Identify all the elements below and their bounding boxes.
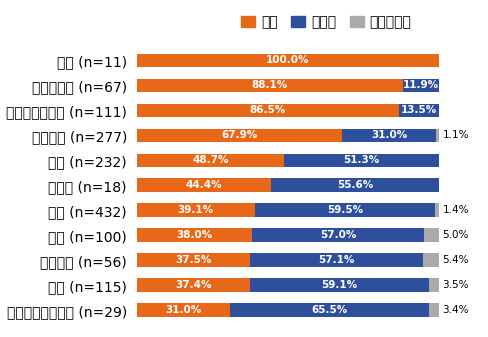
Text: 3.5%: 3.5% — [443, 280, 469, 290]
Text: 11.9%: 11.9% — [403, 81, 439, 90]
Bar — [424, 228, 439, 242]
Bar — [252, 228, 424, 242]
Bar — [230, 303, 429, 317]
Text: 5.4%: 5.4% — [443, 255, 469, 265]
Text: 59.1%: 59.1% — [321, 280, 357, 290]
Bar — [399, 103, 439, 117]
Text: 100.0%: 100.0% — [266, 56, 310, 65]
Bar — [284, 154, 439, 167]
Bar — [435, 204, 439, 217]
Text: 13.5%: 13.5% — [401, 105, 437, 116]
Text: 44.4%: 44.4% — [185, 180, 222, 190]
Text: 55.6%: 55.6% — [337, 180, 373, 190]
Bar — [137, 228, 252, 242]
Bar — [137, 154, 284, 167]
Text: 37.4%: 37.4% — [175, 280, 211, 290]
Text: 38.0%: 38.0% — [176, 230, 212, 240]
Bar — [342, 128, 436, 142]
Bar — [271, 179, 439, 192]
Bar — [250, 253, 423, 267]
Bar — [429, 278, 439, 292]
Legend: はい, いいえ, わからない: はい, いいえ, わからない — [236, 10, 417, 35]
Text: 31.0%: 31.0% — [165, 305, 202, 315]
Bar — [137, 303, 230, 317]
Bar — [423, 253, 439, 267]
Text: 3.4%: 3.4% — [442, 305, 468, 315]
Text: 31.0%: 31.0% — [371, 130, 407, 141]
Text: 67.9%: 67.9% — [221, 130, 258, 141]
Bar — [429, 303, 439, 317]
Bar — [137, 204, 255, 217]
Bar — [137, 79, 404, 92]
Text: 37.5%: 37.5% — [175, 255, 212, 265]
Bar — [436, 128, 439, 142]
Bar — [137, 128, 342, 142]
Bar — [255, 204, 435, 217]
Text: 59.5%: 59.5% — [327, 205, 363, 215]
Bar — [137, 278, 250, 292]
Text: 88.1%: 88.1% — [252, 81, 288, 90]
Text: 1.4%: 1.4% — [443, 205, 469, 215]
Text: 39.1%: 39.1% — [178, 205, 214, 215]
Text: 57.0%: 57.0% — [320, 230, 356, 240]
Text: 48.7%: 48.7% — [192, 155, 228, 165]
Text: 5.0%: 5.0% — [443, 230, 469, 240]
Bar — [137, 54, 439, 67]
Bar — [404, 79, 439, 92]
Text: 51.3%: 51.3% — [344, 155, 380, 165]
Text: 65.5%: 65.5% — [311, 305, 348, 315]
Bar — [250, 278, 429, 292]
Text: 1.1%: 1.1% — [443, 130, 469, 141]
Text: 57.1%: 57.1% — [318, 255, 355, 265]
Bar — [137, 179, 271, 192]
Bar — [137, 103, 399, 117]
Text: 86.5%: 86.5% — [249, 105, 285, 116]
Bar — [137, 253, 250, 267]
